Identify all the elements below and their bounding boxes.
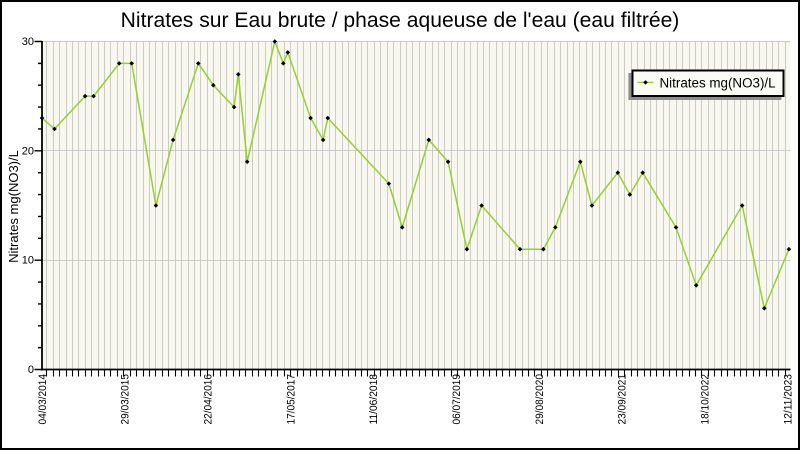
svg-text:23/09/2021: 23/09/2021	[617, 374, 629, 425]
svg-text:20: 20	[22, 145, 34, 157]
svg-text:06/07/2019: 06/07/2019	[451, 374, 463, 425]
svg-text:Nitrates mg(NO3)/L: Nitrates mg(NO3)/L	[6, 150, 21, 263]
svg-text:0: 0	[28, 364, 34, 376]
svg-text:18/10/2022: 18/10/2022	[700, 374, 712, 425]
svg-text:22/04/2016: 22/04/2016	[203, 374, 215, 425]
svg-text:Nitrates mg(NO3)/L: Nitrates mg(NO3)/L	[660, 76, 776, 91]
svg-text:10: 10	[22, 255, 34, 267]
svg-text:11/06/2018: 11/06/2018	[368, 374, 380, 425]
svg-text:12/11/2023: 12/11/2023	[782, 374, 794, 425]
svg-text:17/05/2017: 17/05/2017	[285, 374, 297, 425]
svg-text:29/03/2015: 29/03/2015	[120, 374, 132, 425]
svg-text:29/08/2020: 29/08/2020	[534, 374, 546, 425]
svg-text:30: 30	[22, 36, 34, 48]
svg-text:04/03/2014: 04/03/2014	[37, 374, 49, 425]
svg-text:Nitrates sur Eau brute / phase: Nitrates sur Eau brute / phase aqueuse d…	[121, 9, 680, 32]
